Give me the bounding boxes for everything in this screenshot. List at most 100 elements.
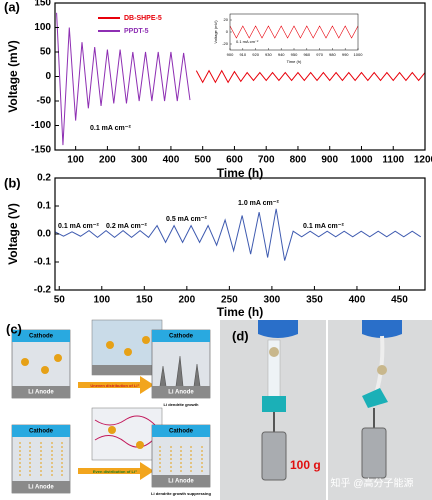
y-tick-label: 0 (45, 71, 51, 82)
annotation: 0.1 mA cm⁻² (90, 125, 131, 132)
annotation: 0.1 mA cm⁻² (58, 223, 99, 230)
panel-label: (b) (4, 175, 21, 190)
x-tick-label: 450 (391, 295, 408, 306)
ion-paths (159, 445, 203, 472)
panel-c: Cathode Li Anode Uneven distribution of … (6, 319, 211, 496)
y-tick-label: 0.1 (37, 201, 51, 212)
x-axis-label: Time (h) (217, 305, 263, 319)
x-tick-label: 1200 (414, 155, 432, 166)
arrow (78, 462, 154, 480)
y-tick-label: 50 (40, 47, 52, 58)
x-tick-label: 1000 (350, 155, 373, 166)
cell-coin (377, 365, 387, 375)
x-tick-label: 400 (349, 295, 366, 306)
annotation: 0.1 mA cm⁻² (303, 223, 344, 230)
li-ion (54, 354, 62, 362)
clip (262, 396, 286, 412)
y-tick-label: 20 (224, 17, 229, 22)
x-tick-label: 900 (321, 155, 338, 166)
weight (261, 431, 287, 481)
x-tick-label: 970 (316, 52, 323, 57)
polymer-chain (94, 415, 156, 448)
annotation: 0.2 mA cm⁻² (106, 223, 147, 230)
cathode-bar (152, 330, 210, 342)
zoom-image (91, 407, 163, 461)
li-ion (136, 441, 144, 449)
x-tick-label: 800 (290, 155, 307, 166)
li-ion (41, 366, 49, 374)
glove (362, 320, 402, 338)
cathode-bar (152, 425, 210, 437)
series-line (54, 208, 422, 261)
y-tick-label: -0.2 (34, 285, 52, 296)
x-tick-label: 910 (239, 52, 246, 57)
anode-label: Li Anode (168, 479, 194, 485)
arrow-label: Even distribution of Li⁺ (93, 469, 137, 474)
watermark: 知乎 @高分子能源 (331, 477, 414, 490)
y-tick-label: 100 (34, 22, 51, 33)
anode-bar (152, 475, 210, 487)
anode-bar (152, 386, 210, 398)
y-tick-label: -20 (222, 41, 229, 46)
weight-label: 100 g (290, 458, 321, 472)
panel-label: (a) (4, 0, 20, 14)
x-tick-label: 1000 (354, 52, 364, 57)
x-tick-label: 200 (178, 295, 195, 306)
x-tick-label: 600 (226, 155, 243, 166)
caption: Li dendrite growth suppressing (151, 491, 211, 496)
y-tick-label: -0.1 (34, 257, 52, 268)
ion-paths (19, 442, 63, 478)
legend-label: DB-SHPE-5 (124, 15, 162, 22)
inset-background (230, 14, 358, 50)
y-tick-label: -50 (37, 96, 52, 107)
series-line (56, 12, 191, 146)
y-tick-label: -150 (31, 145, 51, 156)
anode-label: Li Anode (168, 390, 194, 396)
x-tick-label: 500 (194, 155, 211, 166)
cell-coin (269, 347, 279, 357)
li-ion (21, 358, 29, 366)
annotation: 0.1 mA cm⁻² (236, 39, 259, 44)
cell-even-before: Cathode Li Anode (11, 424, 71, 494)
li-ion (108, 426, 116, 434)
x-axis-label: Time (h) (287, 59, 302, 64)
y-tick-label: 0 (226, 29, 229, 34)
panel-label: (c) (6, 321, 22, 336)
annotation: 0.5 mA cm⁻² (166, 216, 207, 223)
y-axis-label: Voltage (mV) (6, 40, 20, 112)
x-tick-label: 1100 (382, 155, 404, 166)
x-tick-label: 990 (342, 52, 349, 57)
x-tick-label: 150 (136, 295, 153, 306)
x-tick-label: 200 (99, 155, 116, 166)
cathode-bar (12, 330, 70, 342)
y-axis-label: Voltage (mV) (213, 20, 218, 44)
chart: -0.2 -0.1 0.0 0.1 0.2 50 100 150 200 250 300 350 400… (4, 173, 426, 319)
anode-label: Li Anode (28, 485, 54, 491)
y-tick-label: 0.2 (37, 173, 51, 184)
y-tick-label: 0.0 (37, 229, 51, 240)
x-axis-label: Time (h) (217, 166, 263, 180)
cell-even-after: Cathode Li Anode (151, 424, 211, 488)
arrow (78, 376, 154, 394)
x-tick-label: 950 (291, 52, 298, 57)
x-tick-label: 940 (278, 52, 285, 57)
x-tick-label: 960 (303, 52, 310, 57)
glove (258, 320, 298, 338)
x-tick-label: 300 (264, 295, 281, 306)
legend-label: PPDT-5 (124, 28, 149, 35)
cathode-label: Cathode (29, 334, 54, 340)
inset-chart: -20 0 20 900 910 920 930 940 950 960 970 980 990 1000… (213, 13, 364, 64)
arrow-label: Uneven distribution of Li⁺ (90, 383, 139, 388)
x-tick-label: 400 (163, 155, 180, 166)
x-tick-label: 920 (252, 52, 259, 57)
y-tick-label: 150 (34, 0, 51, 9)
caption: Li dendrite growth (164, 402, 199, 407)
x-tick-label: 700 (258, 155, 275, 166)
anode-label: Li Anode (28, 390, 54, 396)
li-ion (142, 336, 150, 344)
x-tick-label: 50 (54, 295, 66, 306)
x-tick-label: 100 (93, 295, 110, 306)
cathode-label: Cathode (169, 429, 194, 435)
li-ion (124, 348, 132, 356)
